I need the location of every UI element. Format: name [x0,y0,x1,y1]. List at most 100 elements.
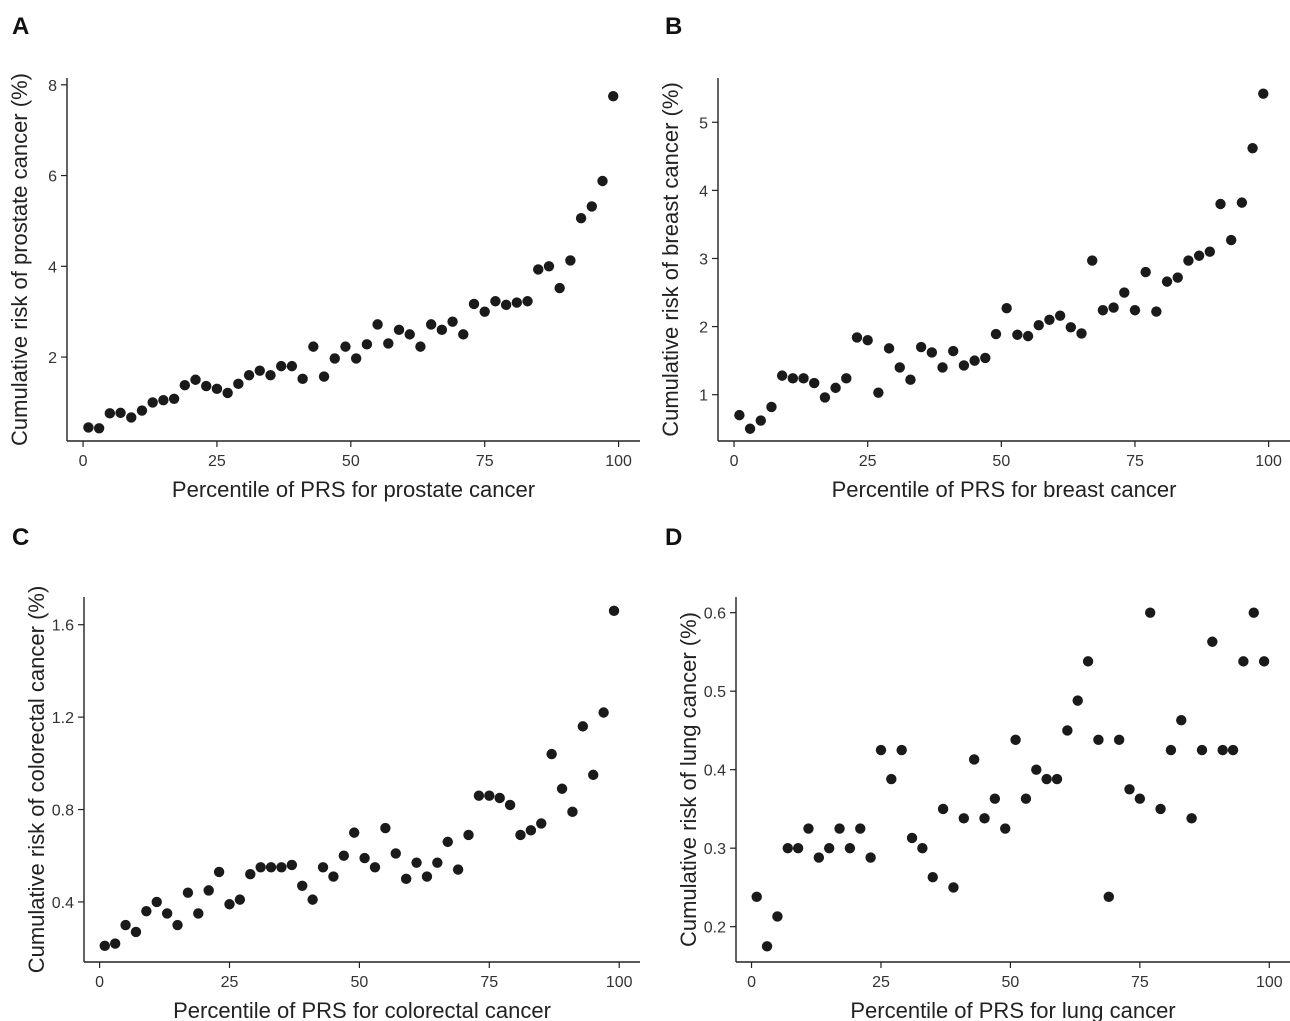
data-point-d [1082,656,1094,667]
data-point-c [546,748,557,760]
x-tick-label-b: 100 [1255,453,1282,470]
data-point-b [1022,330,1034,342]
data-point-c [598,707,609,718]
y-tick-label-d: 0.4 [704,763,726,780]
data-point-c [421,871,433,882]
data-point-c [515,829,526,841]
data-point-c [297,880,308,891]
panel-label-d: D [665,524,682,551]
data-point-c [452,864,464,875]
data-point-a [447,316,458,327]
data-point-b [883,343,895,354]
data-point-b [1140,266,1151,278]
y-tick-label-d: 0.2 [704,920,726,937]
data-point-d [1020,793,1032,804]
data-point-d [751,891,762,903]
data-point-a [458,329,469,340]
data-point-b [1054,310,1066,321]
x-tick-label-c: 25 [221,974,239,991]
data-point-b [862,335,873,346]
y-tick-label-b: 1 [699,388,708,405]
data-point-b [1033,320,1044,331]
data-point-a [222,387,233,399]
data-point-b [1161,276,1173,287]
data-point-b [1087,255,1098,266]
x-axis-title-c: Percentile of PRS for colorectal cancer [173,998,551,1021]
data-point-a [136,405,148,416]
data-point-c [484,790,495,801]
data-point-c [536,818,547,829]
panel-label-c: C [12,524,29,551]
data-point-d [1103,891,1114,903]
y-axis-title-c: Cumulative risk of colorectal cancer (%) [24,586,49,974]
data-point-b [851,332,863,343]
x-axis-title-d: Percentile of PRS for lung cancer [850,998,1175,1021]
y-axis-title-b: Cumulative risk of breast cancer (%) [658,82,683,437]
data-point-d [1165,744,1177,756]
data-point-d [1258,656,1270,667]
data-point-c [328,871,339,882]
data-point-d [1248,607,1259,618]
data-point-b [1044,314,1055,325]
data-point-d [1041,773,1052,785]
x-tick-label-b: 75 [1126,453,1144,470]
data-point-a [468,298,480,310]
data-point-a [533,264,544,275]
data-point-b [734,409,745,421]
x-tick-label-b: 25 [859,453,877,470]
data-point-b [1204,246,1216,257]
data-point-c [390,848,401,859]
data-point-c [276,862,287,873]
data-point-c [473,790,485,801]
data-point-d [1186,813,1197,824]
x-tick-label-c: 100 [606,974,633,991]
y-tick-label-d: 0.5 [704,684,726,701]
data-point-b [1215,198,1226,210]
data-point-c [213,866,225,878]
data-point-c [120,919,131,931]
data-point-c [369,862,381,873]
data-point-b [809,377,820,389]
x-tick-label-c: 0 [95,974,104,991]
data-point-d [1010,734,1021,746]
data-point-b [841,373,852,384]
data-point-c [255,862,266,873]
data-point-b [1258,88,1269,99]
y-tick-label-b: 4 [699,183,708,200]
x-axis-title-a: Percentile of PRS for prostate cancer [172,477,535,502]
data-point-c [349,827,360,838]
data-point-c [286,859,298,871]
data-point-b [905,374,916,385]
data-point-b [1097,305,1109,316]
x-tick-label-d: 0 [747,974,756,991]
data-point-b [1236,197,1248,208]
y-tick-label-a: 6 [48,169,57,186]
data-point-d [1217,744,1228,756]
data-point-d [989,793,1001,804]
data-point-b [830,382,841,394]
y-tick-label-b: 5 [699,115,708,132]
data-point-d [1176,715,1187,726]
data-point-b [958,360,970,371]
data-point-d [917,842,928,854]
data-point-d [906,832,918,844]
data-point-d [1062,725,1073,736]
data-point-d [1227,744,1239,756]
data-point-c [265,862,277,873]
data-point-b [937,362,948,373]
y-axis-title-d: Cumulative risk of lung cancer (%) [676,612,701,947]
data-point-b [990,328,1002,340]
data-point-d [823,842,835,854]
data-point-c [463,829,474,841]
data-point-c [130,926,142,938]
data-point-c [432,857,443,868]
x-tick-label-d: 75 [1131,974,1149,991]
x-tick-label-a: 100 [605,453,632,470]
data-point-d [948,882,959,893]
data-point-b [787,373,799,384]
data-point-a [329,353,340,364]
data-point-a [511,297,523,308]
data-point-d [1134,793,1146,804]
data-point-c [151,896,162,908]
